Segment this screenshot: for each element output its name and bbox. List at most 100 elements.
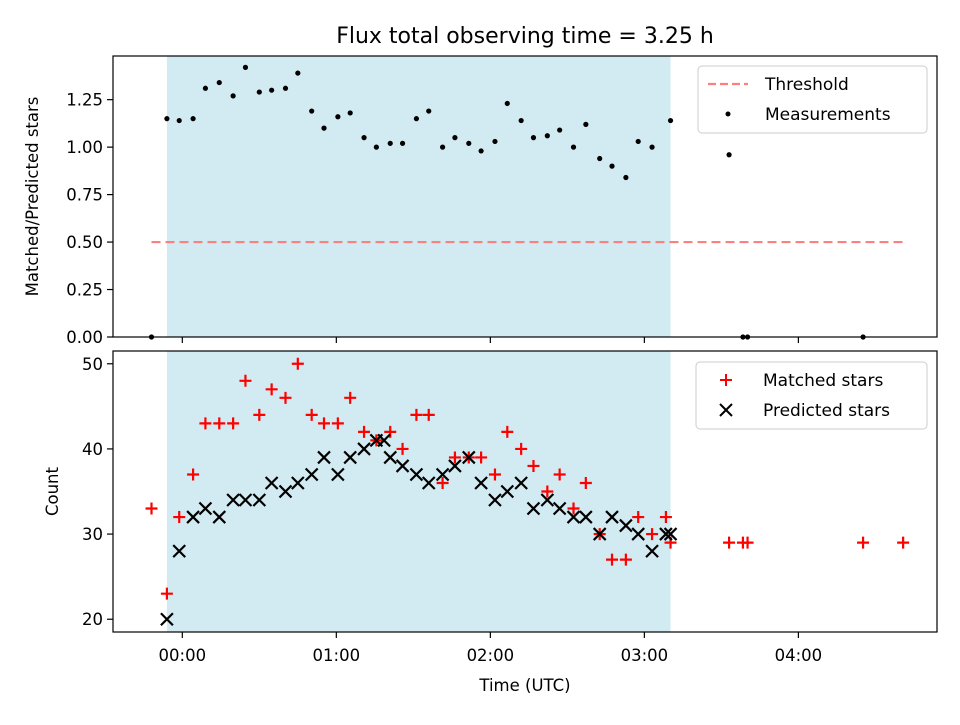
measurement-point [373,144,379,150]
matched-star-point [291,357,304,370]
matched-star-point [410,408,423,421]
predicted-star-point [278,484,293,499]
matched-star-point [358,425,371,438]
matched-star-point [541,485,554,498]
predicted-star-point [659,527,673,541]
matched-star-point [579,476,592,489]
x-tick-label: 02:00 [467,646,515,665]
predicted-star-point [357,442,371,456]
predicted-star-point [252,493,267,507]
measurement-point [667,117,674,124]
y-tick-label: 0.50 [66,233,103,252]
matched-star-point [553,468,566,481]
top-x-ticks [181,337,799,343]
matched-star-point [145,502,158,515]
measurement-point [544,133,550,139]
bottom-legend: Matched stars Predicted stars [695,361,928,430]
matched-legend-swatch [720,374,732,386]
matched-star-point [344,391,357,404]
measurement-point [269,87,275,93]
top-y-ticks: 0.00 0.25 0.50 0.75 1.00 1.25 [66,91,113,347]
predicted-star-point [663,527,678,541]
measurement-point [413,116,420,122]
top-legend-box [697,65,928,134]
y-tick-label: 50 [82,355,103,374]
predicted-star-point [226,493,240,507]
measurement-point [216,79,222,86]
predicted-star-point [377,433,391,448]
measurement-point [452,135,458,141]
measurement-point [649,144,655,150]
predicted-star-point [500,484,515,499]
matched-star-point [213,417,226,430]
predicted-star-point [291,476,305,490]
measurement-point [623,174,629,181]
measurement-point [570,144,577,150]
matched-star-point [646,528,659,541]
matched-star-point [422,408,435,421]
measurement-point [295,70,301,76]
bottom-y-axis-label: Count [43,466,62,516]
matched-star-point [515,442,528,455]
predicted-star-point [566,510,581,524]
predicted-star-point [619,518,633,533]
predicted-star-point [172,544,187,558]
measurement-point [440,144,446,150]
observing-span-top [166,56,671,337]
measurement-point [176,117,182,124]
bottom-axes-frame [112,350,938,633]
legend-threshold-label: Threshold [764,75,849,95]
predicted-star-point [540,493,555,507]
predicted-star-point [343,450,357,465]
y-tick-label: 1.25 [66,91,103,110]
top-y-axis-label: Matched/Predicted stars [23,97,42,297]
predicted-star-point [435,467,450,482]
predicted-legend-swatch [719,403,733,417]
matched-star-point [239,374,252,387]
matched-star-point [567,502,580,515]
y-tick-label: 0.75 [66,186,103,205]
measurement-point [518,117,524,124]
matched-star-point [475,451,488,464]
bottom-x-ticks: 00:00 01:00 02:00 03:00 04:00 [159,632,823,665]
chart-title: Flux total observing time = 3.25 h [336,24,714,49]
matched-star-point [173,511,186,524]
measurement-point [399,140,406,146]
matched-star-point [187,468,200,481]
matched-star-point [659,511,672,524]
matched-star-point [741,536,754,549]
observing-span-bottom [166,351,671,632]
matched-star-point [160,587,173,600]
matched-star-point [857,536,870,549]
measurement-point [387,140,393,146]
measurement-point [190,116,196,122]
matched-star-point [723,536,736,549]
measurement-point [335,114,341,120]
x-tick-label: 01:00 [313,646,361,665]
measurement-point [530,135,537,141]
measurement-point [256,89,262,95]
matched-star-point [305,408,318,421]
legend-matched-label: Matched stars [763,371,883,391]
x-tick-label: 03:00 [621,646,669,665]
bottom-legend-box [695,361,928,430]
predicted-star-point [198,501,213,516]
measurement-point [478,148,484,154]
top-legend: Threshold Measurements [697,65,928,134]
measurement-point [466,140,472,146]
top-axes-frame [112,55,938,338]
predicted-star-point [331,467,345,482]
measurement-point [557,127,563,133]
predicted-star-point [383,450,398,465]
predicted-star-point [421,476,436,490]
matched-star-point [436,476,449,489]
legend-predicted-label: Predicted stars [763,401,890,421]
matched-star-point [632,511,645,524]
predicted-star-point [514,476,528,490]
bottom-y-ticks: 20 30 40 50 [82,355,113,629]
y-tick-label: 0.00 [66,328,103,347]
measurement-point [242,64,249,70]
predicted-star-point [488,493,502,507]
x-tick-label: 04:00 [775,646,823,665]
